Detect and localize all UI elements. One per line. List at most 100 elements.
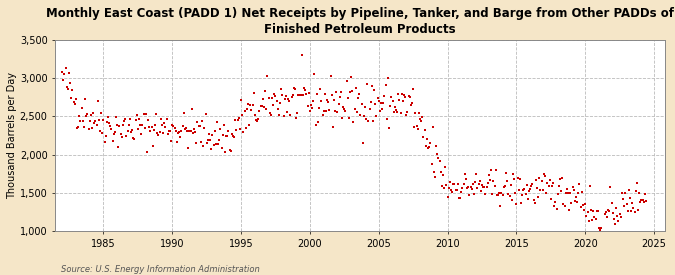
Point — [72, 126, 82, 131]
Point — [431, 144, 441, 148]
Point — [202, 138, 213, 142]
Point — [145, 128, 156, 133]
Point — [567, 185, 578, 189]
Point — [314, 106, 325, 110]
Point — [319, 109, 329, 113]
Point — [501, 171, 512, 175]
Point — [252, 119, 263, 123]
Point — [201, 141, 212, 145]
Point — [556, 189, 566, 194]
Point — [92, 98, 103, 103]
Point — [360, 104, 371, 109]
Point — [345, 90, 356, 94]
Point — [225, 149, 236, 153]
Point — [608, 211, 618, 215]
Point — [456, 190, 466, 194]
Point — [247, 103, 258, 107]
Point — [309, 72, 320, 76]
Point — [165, 139, 176, 144]
Point — [488, 178, 499, 183]
Point — [365, 100, 376, 104]
Point — [190, 130, 200, 135]
Point — [306, 103, 317, 107]
Point — [423, 146, 433, 150]
Point — [66, 95, 77, 100]
Point — [636, 198, 647, 202]
Point — [155, 117, 166, 122]
Point — [460, 172, 470, 176]
Point — [425, 141, 436, 145]
Point — [65, 81, 76, 86]
Point — [357, 141, 368, 145]
Point — [342, 79, 352, 84]
Point — [619, 204, 630, 208]
Point — [576, 190, 587, 194]
Point — [595, 228, 605, 232]
Point — [286, 95, 297, 99]
Point — [563, 190, 574, 195]
Point — [462, 186, 472, 190]
Point — [185, 128, 196, 133]
Point — [437, 184, 448, 188]
Point — [106, 126, 117, 131]
Point — [263, 96, 274, 100]
Point — [352, 110, 362, 114]
Point — [429, 169, 439, 174]
Point — [550, 199, 561, 204]
Point — [409, 125, 420, 129]
Point — [389, 105, 400, 109]
Point — [293, 93, 304, 97]
Point — [493, 193, 504, 197]
Point — [486, 167, 497, 172]
Point — [606, 201, 617, 205]
Point — [360, 117, 371, 121]
Point — [279, 97, 290, 101]
Point — [349, 107, 360, 111]
Point — [270, 94, 281, 98]
Point — [393, 92, 404, 96]
Point — [61, 85, 72, 89]
Point — [250, 118, 261, 122]
Point — [417, 115, 428, 119]
Point — [510, 191, 520, 195]
Point — [464, 193, 475, 197]
Point — [280, 94, 291, 99]
Point — [418, 134, 429, 139]
Point — [367, 84, 377, 88]
Point — [291, 116, 302, 120]
Point — [350, 86, 361, 90]
Point — [435, 169, 446, 174]
Point — [404, 95, 415, 100]
Point — [84, 119, 95, 123]
Point — [452, 182, 463, 186]
Point — [76, 106, 87, 111]
Point — [391, 108, 402, 113]
Point — [63, 87, 74, 91]
Point — [439, 186, 450, 190]
Point — [491, 193, 502, 197]
Point — [446, 188, 456, 192]
Point — [628, 206, 639, 210]
Point — [444, 180, 455, 184]
Point — [531, 177, 541, 182]
Point — [222, 133, 233, 138]
Point — [585, 208, 596, 212]
Point — [502, 178, 512, 183]
Point — [519, 187, 530, 192]
Point — [227, 134, 238, 139]
Point — [129, 137, 140, 141]
Point — [526, 184, 537, 188]
Point — [232, 117, 243, 122]
Point — [205, 137, 215, 142]
Point — [227, 132, 238, 136]
Point — [151, 112, 161, 117]
Point — [541, 191, 551, 195]
Point — [292, 111, 302, 115]
Point — [124, 117, 135, 121]
Point — [516, 201, 526, 205]
Point — [107, 139, 118, 143]
Point — [273, 107, 284, 111]
Point — [483, 181, 493, 186]
Point — [136, 132, 146, 136]
Point — [398, 92, 409, 97]
